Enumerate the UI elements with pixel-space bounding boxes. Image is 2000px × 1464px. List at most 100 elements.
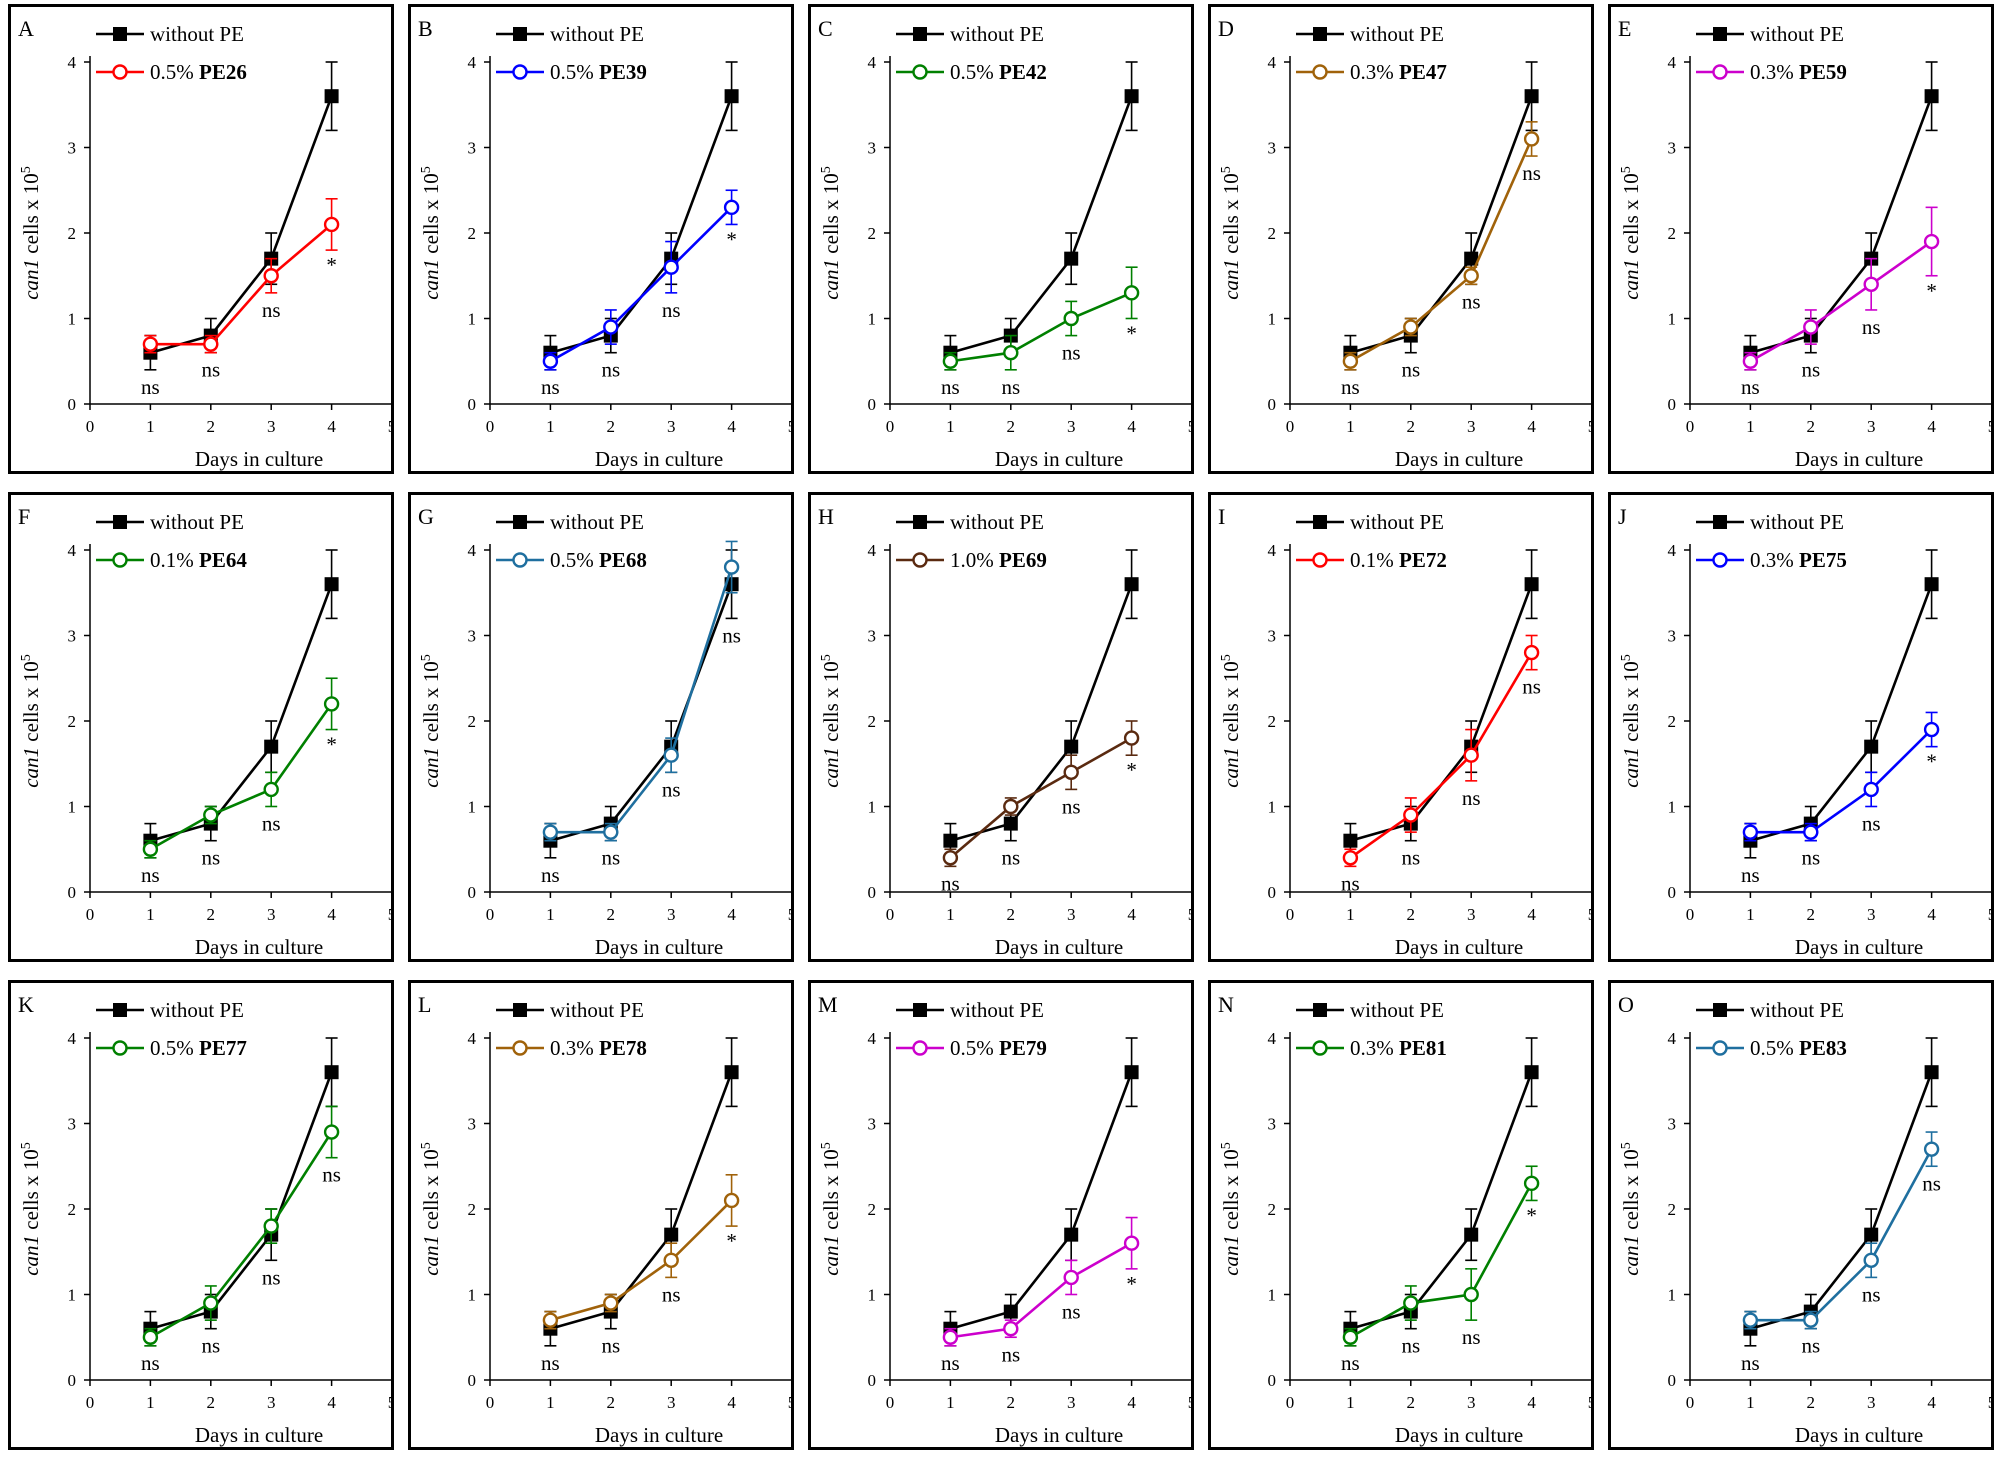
x-tick-label: 4 [1527, 417, 1536, 436]
x-tick-label: 2 [1807, 417, 1816, 436]
y-tick-label: 2 [1668, 224, 1677, 243]
x-tick-label: 1 [946, 905, 955, 924]
panel-label: N [1218, 992, 1234, 1017]
significance-label: ns [941, 375, 960, 399]
x-tick-label: 5 [388, 417, 391, 436]
data-point [1463, 747, 1479, 763]
x-tick-label: 5 [788, 1393, 791, 1412]
x-tick-label: 2 [207, 417, 216, 436]
data-point [603, 824, 619, 840]
x-axis-label: Days in culture [195, 935, 323, 959]
series-line [550, 566, 733, 834]
y-tick-label: 3 [68, 627, 77, 646]
y-tick-label: 0 [468, 1371, 477, 1390]
y-tick-label: 2 [1268, 712, 1277, 731]
series-line [1349, 1182, 1533, 1339]
x-tick-label: 2 [1007, 417, 1016, 436]
x-tick-label: 2 [207, 905, 216, 924]
significance-label: ns [201, 846, 220, 870]
x-tick-label: 1 [546, 1393, 555, 1412]
y-tick-label: 1 [468, 1286, 477, 1305]
y-tick-label: 4 [468, 53, 477, 72]
legend-marker [913, 27, 927, 41]
legend-marker [1712, 1040, 1728, 1056]
data-point [723, 559, 740, 575]
x-tick-label: 0 [86, 417, 95, 436]
data-point [1464, 1227, 1479, 1242]
data-point [1463, 1286, 1479, 1303]
legend-marker [513, 27, 527, 41]
x-axis-label: Days in culture [1395, 447, 1523, 471]
y-tick-label: 3 [68, 1115, 77, 1134]
x-tick-label: 3 [267, 1393, 276, 1412]
x-tick-label: 1 [546, 905, 555, 924]
x-tick-label: 1 [1346, 1393, 1355, 1412]
x-tick-label: 2 [1807, 905, 1816, 924]
data-point [1463, 268, 1479, 284]
y-tick-label: 0 [1268, 883, 1277, 902]
data-point [323, 1124, 340, 1140]
y-tick-label: 4 [468, 1029, 477, 1048]
x-tick-label: 5 [1588, 1393, 1591, 1412]
data-point [1742, 1312, 1759, 1328]
legend-label: 1.0% PE69 [950, 548, 1047, 572]
x-tick-label: 2 [607, 905, 616, 924]
y-axis-label: can1 cells x 105 [819, 1142, 843, 1276]
x-tick-label: 0 [486, 1393, 495, 1412]
y-tick-label: 0 [468, 395, 477, 414]
significance-label: ns [1462, 289, 1481, 313]
x-tick-label: 5 [388, 905, 391, 924]
y-tick-label: 0 [68, 1371, 77, 1390]
y-tick-label: 1 [1668, 310, 1677, 329]
x-tick-label: 4 [1927, 417, 1936, 436]
significance-label: ns [262, 1265, 281, 1289]
legend-label: without PE [150, 998, 244, 1022]
x-tick-label: 0 [1686, 417, 1695, 436]
significance-label: ns [601, 846, 620, 870]
significance-label: ns [1001, 1342, 1020, 1366]
data-point [323, 216, 340, 233]
data-point [1742, 353, 1759, 369]
x-tick-label: 5 [388, 1393, 391, 1412]
y-tick-label: 0 [68, 395, 77, 414]
series-line [950, 291, 1133, 363]
y-tick-label: 2 [1668, 1200, 1677, 1219]
x-tick-label: 3 [1467, 417, 1476, 436]
x-tick-label: 5 [788, 417, 791, 436]
x-tick-label: 1 [1746, 905, 1755, 924]
panel-label: L [418, 992, 431, 1017]
data-point [1123, 730, 1140, 746]
series-line [150, 223, 333, 346]
significance-label: ns [1922, 1171, 1941, 1195]
data-point [1524, 1065, 1539, 1080]
x-tick-label: 1 [1746, 1393, 1755, 1412]
y-tick-label: 2 [868, 224, 877, 243]
significance-label: ns [1462, 1325, 1481, 1349]
series-line [550, 583, 733, 842]
legend-marker [1313, 27, 1327, 41]
series-line [1349, 651, 1533, 859]
significance-label: ns [1862, 812, 1881, 836]
y-tick-label: 0 [468, 883, 477, 902]
data-point [1523, 644, 1540, 661]
y-tick-label: 3 [468, 627, 477, 646]
legend-label: 0.5% PE39 [550, 60, 647, 84]
x-tick-label: 3 [1467, 1393, 1476, 1412]
y-axis-label: can1 cells x 105 [419, 166, 443, 300]
data-point [1924, 577, 1939, 592]
y-tick-label: 0 [1268, 395, 1277, 414]
data-point [1403, 807, 1419, 823]
significance-label: ns [1001, 846, 1020, 870]
x-tick-label: 0 [886, 905, 895, 924]
y-axis-label: can1 cells x 105 [1619, 166, 1643, 300]
data-point [1003, 816, 1018, 831]
y-axis-label: can1 cells x 105 [1219, 1142, 1243, 1276]
data-point [943, 833, 958, 848]
